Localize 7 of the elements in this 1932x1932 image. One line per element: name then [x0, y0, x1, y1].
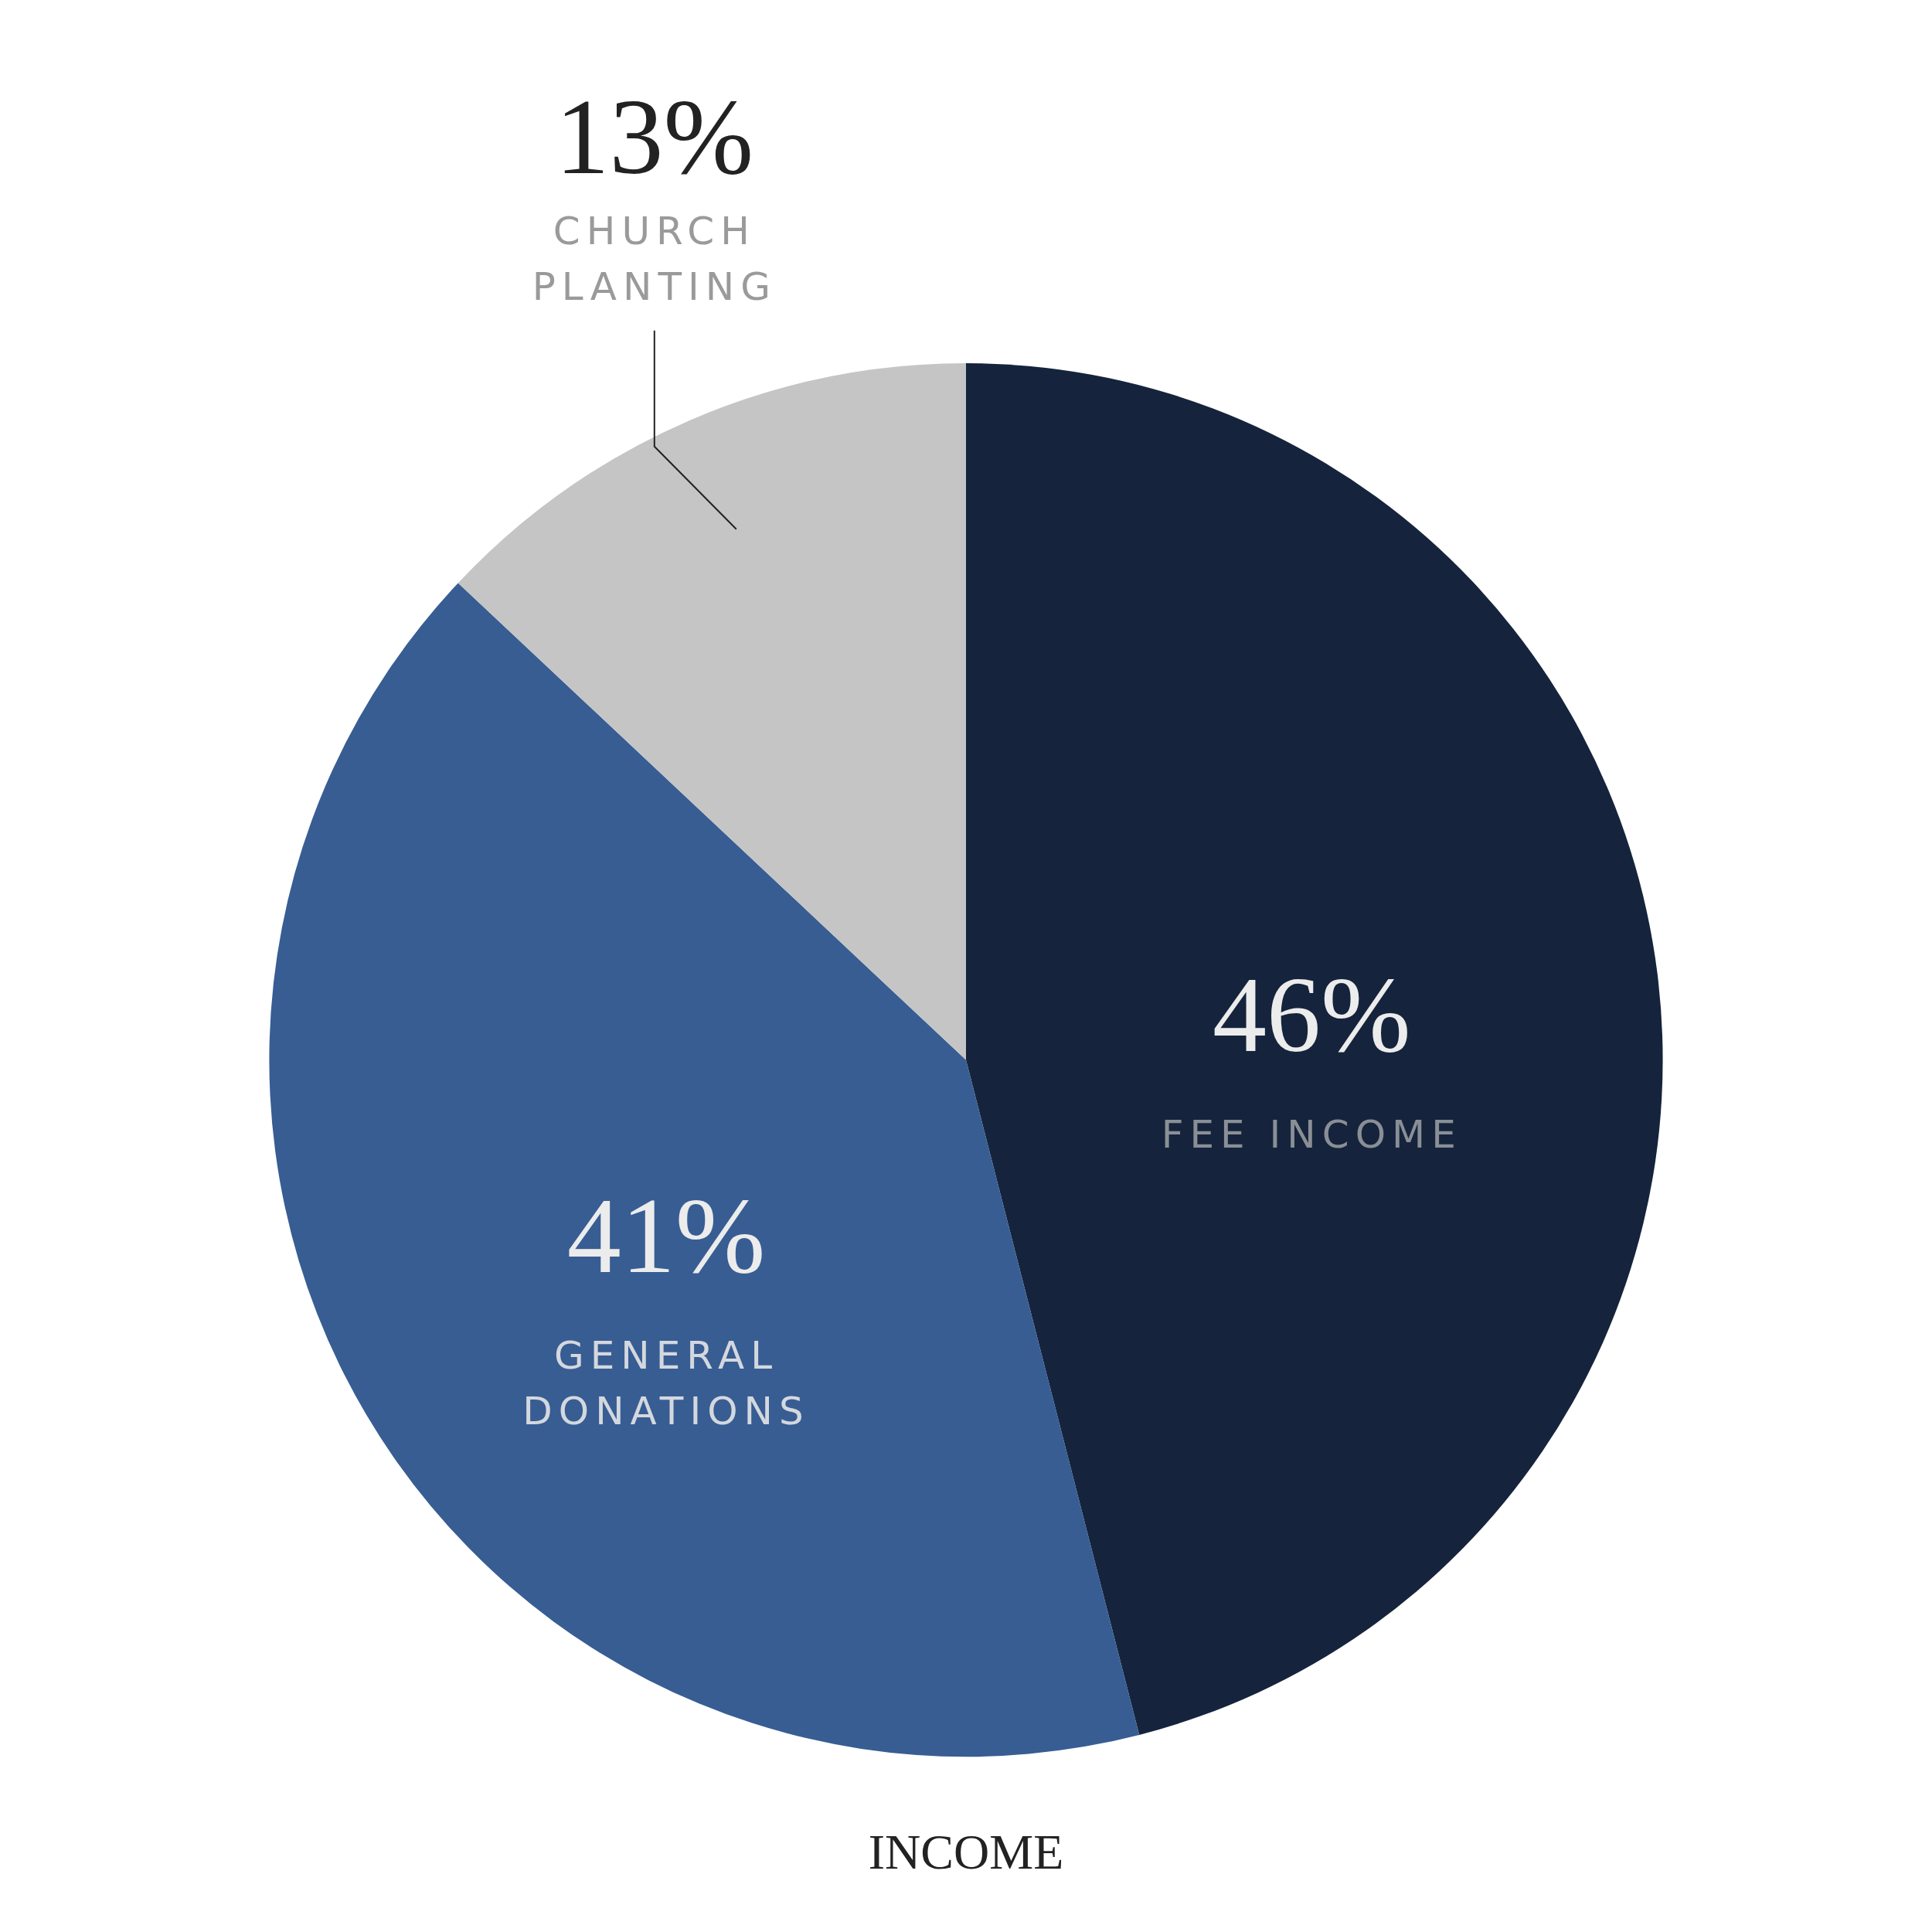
data-label: 41%	[566, 1175, 766, 1296]
data-label: 13%	[555, 76, 754, 196]
text: INCOME	[868, 1825, 1064, 1880]
slice-label: GENERAL DONATIONS	[522, 1333, 810, 1434]
data-label: 46%	[1212, 954, 1411, 1075]
slice-label: FEE INCOME	[1161, 1112, 1462, 1158]
slice-label: CHURCH PLANTING	[532, 208, 777, 309]
